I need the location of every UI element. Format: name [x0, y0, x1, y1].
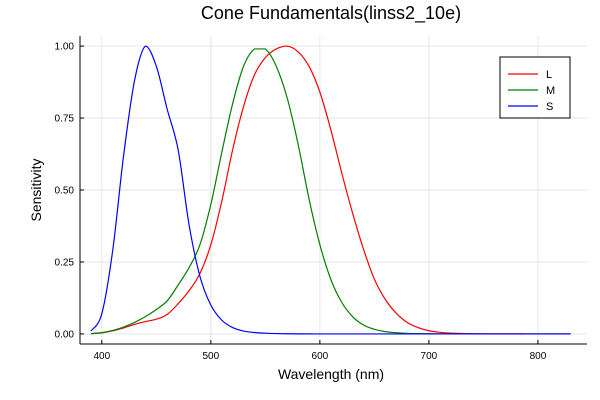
x-tick-label: 800	[530, 351, 547, 362]
y-tick-label: 0.50	[55, 186, 75, 197]
legend-label-l: L	[546, 69, 552, 81]
x-tick-label: 400	[93, 351, 110, 362]
legend-label-s: S	[546, 101, 553, 113]
y-tick-label: 0.75	[55, 114, 75, 125]
legend-label-m: M	[546, 85, 555, 97]
x-tick-label: 500	[202, 351, 219, 362]
y-tick-label: 1.00	[55, 42, 75, 53]
legend: LMS	[499, 56, 571, 119]
x-axis-title: Wavelength (nm)	[278, 366, 384, 382]
x-axis-ticks: 400 500 600 700 800	[93, 340, 547, 362]
y-tick-label: 0.00	[55, 329, 75, 340]
y-tick-label: 0.25	[55, 257, 75, 268]
series-layer	[90, 45, 571, 335]
x-tick-label: 600	[312, 351, 329, 362]
series-line-s	[90, 45, 571, 335]
chart-title: Cone Fundamentals(linss2_10e)	[201, 3, 461, 24]
x-tick-label: 700	[421, 351, 438, 362]
y-axis-title: Sensitivity	[28, 158, 44, 221]
y-axis-ticks: 0.00 0.25 0.50 0.75 1.00	[55, 42, 84, 340]
legend-box	[499, 56, 571, 119]
legend-entries: LMS	[508, 69, 555, 113]
